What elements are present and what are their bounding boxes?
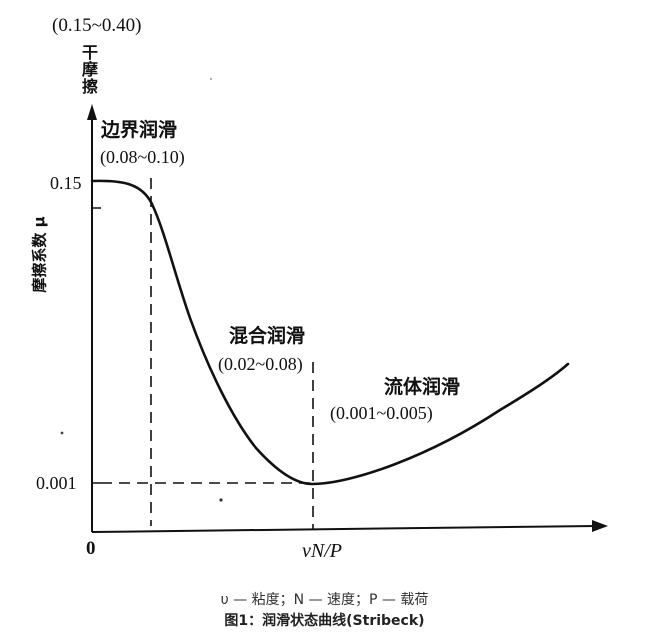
scan-speck [219,498,223,502]
y-tick-label-0.15: 0.15 [50,173,82,193]
dry-friction-range: (0.15~0.40) [52,15,142,36]
region-boundary-range: (0.08~0.10) [100,147,185,167]
region-mixed-name: 混合润滑 [229,325,306,347]
scan-speck [210,78,212,80]
origin-label: 0 [86,538,96,559]
caption-title: 图1：润滑状态曲线(Stribeck) [224,613,425,629]
y-axis-label: 摩擦系数 μ [30,216,49,293]
x-axis [91,525,597,533]
stribeck-curve [90,179,570,486]
y-tick-label-0.001: 0.001 [36,473,77,493]
region-fluid-range: (0.001~0.005) [330,403,433,423]
y-axis-arrow-icon [87,104,97,120]
region-fluid-name: 流体润滑 [384,376,461,398]
x-axis-label: νN/P [302,540,342,562]
dry-friction-label: 干摩擦 [81,43,98,96]
region-boundary-name: 边界润滑 [101,119,178,141]
region-mixed-range: (0.02~0.08) [218,354,303,374]
x-axis-arrow-icon [592,520,608,532]
caption-legend: υ — 粘度；N — 速度；P — 载荷 [220,592,429,608]
scan-speck [60,431,64,435]
